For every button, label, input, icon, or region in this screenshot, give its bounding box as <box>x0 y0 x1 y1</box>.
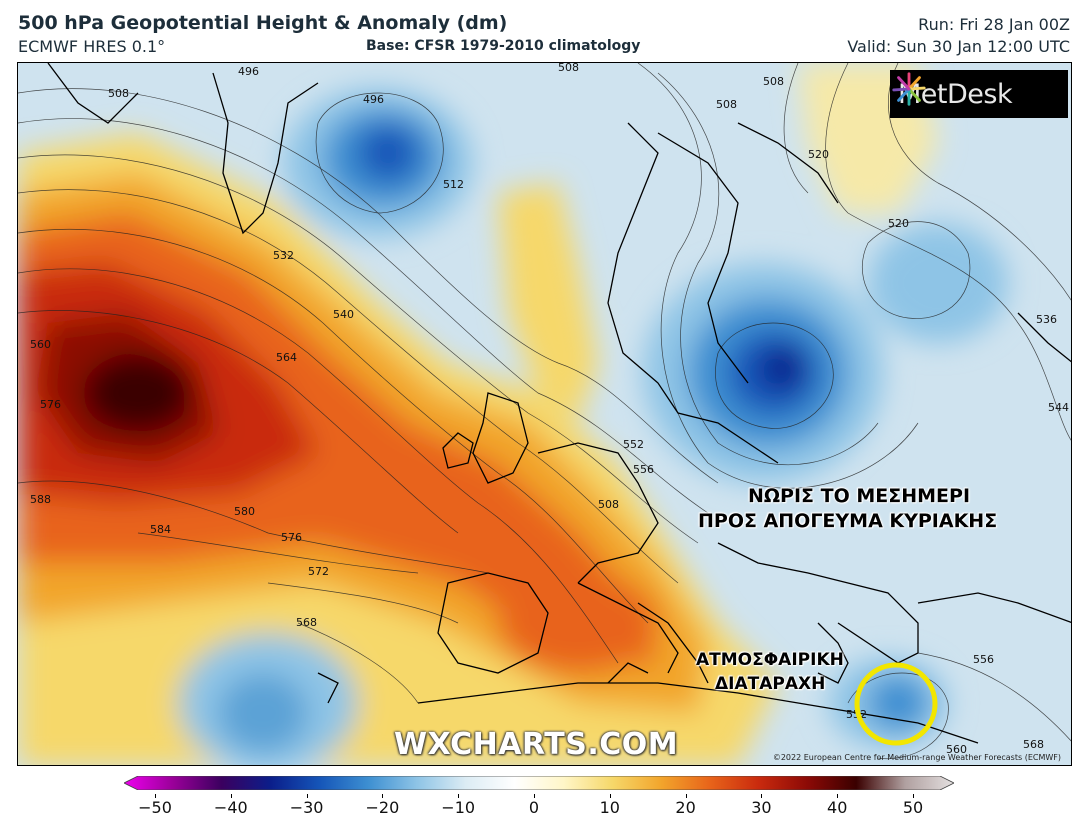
colorbar-tick-label: −50 <box>138 798 172 817</box>
colorbar-tick-label: 30 <box>751 798 772 817</box>
contour-label-560: 560 <box>30 338 51 351</box>
weather-map[interactable]: 496 508 496 508 508 508 512 520 520 532 … <box>17 62 1072 766</box>
colorbar-tick-label: −30 <box>289 798 324 817</box>
metdesk-logo: MetDesk <box>890 70 1068 118</box>
contour-label-556: 556 <box>633 463 654 476</box>
contour-label-572: 572 <box>308 565 329 578</box>
ecmwf-copyright: ©2022 European Centre for Medium-range W… <box>772 753 1061 762</box>
colorbar-tickmark <box>155 794 156 798</box>
colorbar-tickmark <box>306 794 308 798</box>
colorbar-tickmark <box>609 794 611 798</box>
colorbar-tickmark <box>913 794 914 798</box>
contour-label-508d: 508 <box>716 98 737 111</box>
annotation-disturbance-line2: ΔΙΑΤΑΡΑΧΗ <box>715 674 826 694</box>
contour-label-552: 552 <box>623 438 644 451</box>
colorbar-tickmark <box>685 794 687 798</box>
wxcharts-watermark: WXCHARTS.COM <box>394 727 679 762</box>
contour-label-544: 544 <box>1048 401 1069 414</box>
contour-label-496b: 496 <box>363 93 384 106</box>
colorbar-tick-label: 40 <box>827 798 848 817</box>
contour-label-496: 496 <box>238 65 259 78</box>
annotation-timing-line2: ΠΡΟΣ ΑΠΟΓΕΥΜΑ ΚΥΡΙΑΚΗΣ <box>698 510 998 532</box>
contour-label-540: 540 <box>333 308 354 321</box>
annotation-timing-line1: ΝΩΡΙΣ ΤΟ ΜΕΣΗΜΕΡΙ <box>748 485 971 507</box>
colorbar-tickmark <box>458 794 460 798</box>
contour-label-520: 520 <box>808 148 829 161</box>
annotation-disturbance-line1: ΑΤΜΟΣΦΑΙΡΙΚΗ <box>696 650 844 670</box>
model-label: ECMWF HRES 0.1° <box>18 37 166 56</box>
colorbar-tickmark <box>230 794 232 798</box>
disturbance-circle <box>854 662 938 746</box>
contour-label-568: 568 <box>296 616 317 629</box>
colorbar-tick-label: 50 <box>902 798 924 817</box>
colorbar-ticks: −50 −40 −30 −20 −10 0 10 20 30 40 50 <box>0 794 1088 824</box>
anomaly-field: 496 508 496 508 508 508 512 520 520 532 … <box>18 63 1071 765</box>
contour-label-556b: 556 <box>973 653 994 666</box>
chart-title: 500 hPa Geopotential Height & Anomaly (d… <box>18 12 508 34</box>
contour-label-564: 564 <box>276 351 297 364</box>
contour-label-560b: 560 <box>946 743 967 756</box>
colorbar-tick-label: 0 <box>528 798 540 817</box>
contour-label-508b: 508 <box>558 63 579 74</box>
logo-text: MetDesk <box>898 78 1013 110</box>
colorbar-tickmark <box>534 794 535 798</box>
contour-label-536: 536 <box>1036 313 1057 326</box>
contour-label-508e: 508 <box>598 498 619 511</box>
colorbar-tick-label: 20 <box>675 798 696 817</box>
colorbar-tick-label: −20 <box>365 798 400 817</box>
colorbar-tick-label: −40 <box>213 798 248 817</box>
contour-labels: 496 508 496 508 508 508 512 520 520 532 … <box>30 63 1069 756</box>
colorbar-tickmark <box>761 794 763 798</box>
colorbar-tick-label: 10 <box>599 798 620 817</box>
colorbar-body <box>124 776 954 790</box>
contour-label-588: 588 <box>30 493 51 506</box>
contour-label-584: 584 <box>150 523 171 536</box>
colorbar-tickmark <box>837 794 839 798</box>
contour-label-568b: 568 <box>1023 738 1044 751</box>
run-time-label: Run: Fri 28 Jan 00Z <box>918 15 1070 34</box>
anomaly-colorbar <box>124 776 954 790</box>
contour-label-580: 580 <box>234 505 255 518</box>
climatology-base-label: Base: CFSR 1979-2010 climatology <box>366 38 641 54</box>
coastlines <box>47 63 1071 744</box>
contour-label-576b: 576 <box>281 531 302 544</box>
contour-label-512: 512 <box>443 178 464 191</box>
contour-label-520b: 520 <box>888 217 909 230</box>
colorbar-tickmark <box>382 794 384 798</box>
contour-label-508c: 508 <box>763 75 784 88</box>
valid-time-label: Valid: Sun 30 Jan 12:00 UTC <box>847 37 1070 56</box>
contour-label-576: 576 <box>40 398 61 411</box>
contour-label-532: 532 <box>273 249 294 262</box>
contour-label-508: 508 <box>108 87 129 100</box>
metdesk-star-icon <box>892 72 926 106</box>
colorbar-tick-label: −10 <box>441 798 476 817</box>
